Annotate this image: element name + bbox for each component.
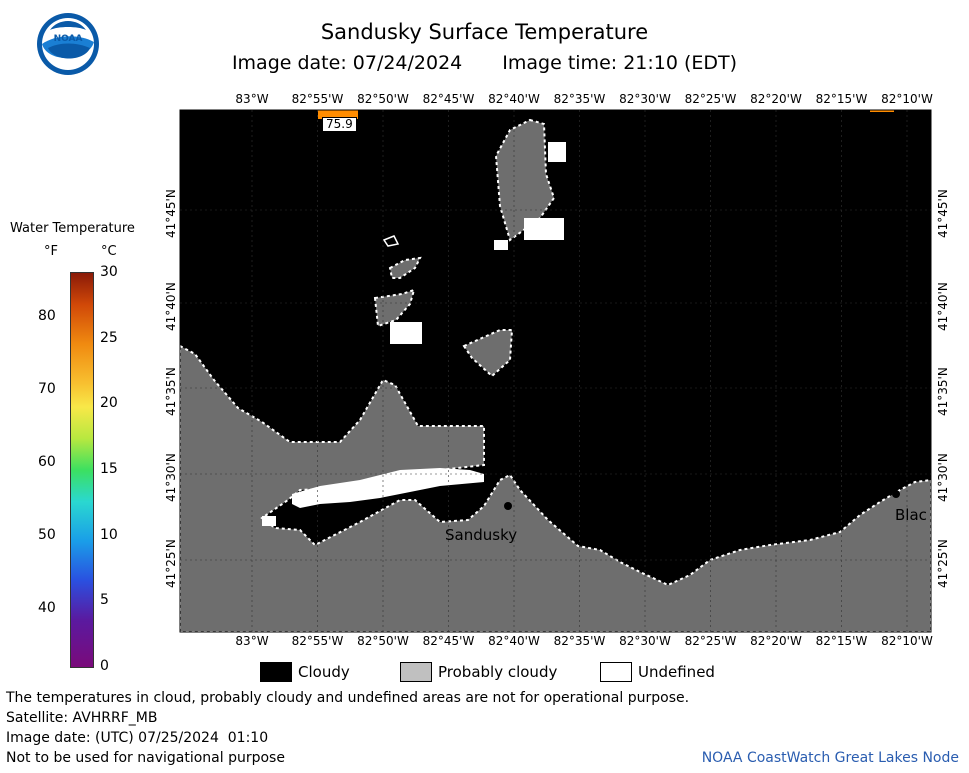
lon-label: 82°20'W <box>750 634 802 648</box>
colorbar-unit-f: °F <box>44 244 58 259</box>
lon-label: 82°30'W <box>619 634 671 648</box>
lon-label: 82°40'W <box>488 634 540 648</box>
colorbar-c-tick: 15 <box>100 461 118 477</box>
colorbar-c-tick: 30 <box>100 264 118 280</box>
lon-label: 83°W <box>235 92 269 106</box>
island-middle-bass <box>388 256 422 279</box>
colorbar-unit-c: °C <box>101 244 117 259</box>
lon-label: 82°30'W <box>619 92 671 106</box>
lat-label: 41°25'N <box>164 539 178 588</box>
lon-label: 82°45'W <box>422 92 475 106</box>
undefined-area <box>292 468 484 508</box>
lat-label: 41°30'N <box>936 453 950 502</box>
warm-pixel <box>318 110 358 119</box>
noaa-logo: NOAA <box>36 12 100 76</box>
colorbar-c-tick: 25 <box>100 329 118 346</box>
page-subtitle: Image date: 07/24/2024 Image time: 21:10 … <box>0 52 969 74</box>
logo-text: NOAA <box>53 34 83 44</box>
lon-label: 82°15'W <box>815 634 868 648</box>
lon-label: 82°55'W <box>291 634 344 648</box>
lon-label: 82°10'W <box>881 634 933 648</box>
lat-label: 41°30'N <box>164 453 178 502</box>
satellite: Satellite: AVHRRF_MB <box>6 710 158 726</box>
lon-label: 82°35'W <box>553 634 606 648</box>
credit: NOAA CoastWatch Great Lakes Node <box>701 750 959 766</box>
lat-label: 41°45'N <box>164 189 178 238</box>
sample-temp-label: 75.9 <box>322 117 357 132</box>
colorbar-f-tick: 60 <box>38 453 56 470</box>
lat-label: 41°35'N <box>164 367 178 416</box>
lon-label: 82°55'W <box>291 92 344 106</box>
lat-label: 41°45'N <box>936 189 950 238</box>
lon-label: 82°45'W <box>422 634 475 648</box>
legend-swatch-probably-cloudy <box>400 662 432 682</box>
map-panel: 75.9 Sandusky Blac 83°W 82°55'W 82°50'W 82°… <box>0 90 969 655</box>
colorbar-f-tick: 50 <box>38 526 56 543</box>
colorbar-c-tick: 0 <box>100 658 109 674</box>
legend-undefined: Undefined <box>600 662 715 682</box>
lon-label: 82°20'W <box>750 92 802 106</box>
colorbar-c-tick: 20 <box>100 395 118 412</box>
nav-warning: Not to be used for navigational purpose <box>6 750 285 766</box>
colorbar-f-tick: 80 <box>38 307 56 324</box>
image-date: Image date: 07/24/2024 <box>231 52 463 74</box>
legend-swatch-cloudy <box>260 662 292 682</box>
land-area <box>179 344 932 633</box>
place-blac: Blac <box>895 506 927 524</box>
colorbar-f-tick: 40 <box>38 599 56 616</box>
lon-label: 82°50'W <box>357 92 409 106</box>
lon-label: 83°W <box>235 634 269 648</box>
page-title: Sandusky Surface Temperature <box>320 20 649 44</box>
legend-cloudy: Cloudy <box>260 662 350 682</box>
lon-label: 82°15'W <box>815 92 868 106</box>
island-south-bass <box>462 329 514 378</box>
island-north-bass <box>373 288 416 328</box>
colorbar-c-tick: 5 <box>100 592 109 609</box>
disclaimer: The temperatures in cloud, probably clou… <box>6 690 690 706</box>
legend-swatch-undefined <box>600 662 632 682</box>
lon-label: 82°25'W <box>684 92 737 106</box>
lon-label: 82°50'W <box>357 634 409 648</box>
lat-label: 41°40'N <box>936 282 950 331</box>
colorbar-f-tick: 70 <box>38 380 56 397</box>
image-time: Image time: 21:10 (EDT) <box>502 52 738 74</box>
lat-label: 41°35'N <box>936 367 950 416</box>
lon-label: 82°40'W <box>488 92 540 106</box>
colorbar <box>70 272 94 668</box>
colorbar-title: Water Temperature <box>10 221 135 236</box>
lon-label: 82°35'W <box>553 92 606 106</box>
colorbar-c-tick: 10 <box>100 526 118 543</box>
lat-label: 41°40'N <box>164 282 178 331</box>
lon-label: 82°10'W <box>881 92 933 106</box>
legend-probably-cloudy: Probably cloudy <box>400 662 557 682</box>
place-sandusky: Sandusky <box>445 526 518 544</box>
utc-date: Image date: (UTC) 07/25/2024 01:10 <box>6 730 269 746</box>
lon-label: 82°25'W <box>684 634 737 648</box>
lat-label: 41°25'N <box>936 539 950 588</box>
